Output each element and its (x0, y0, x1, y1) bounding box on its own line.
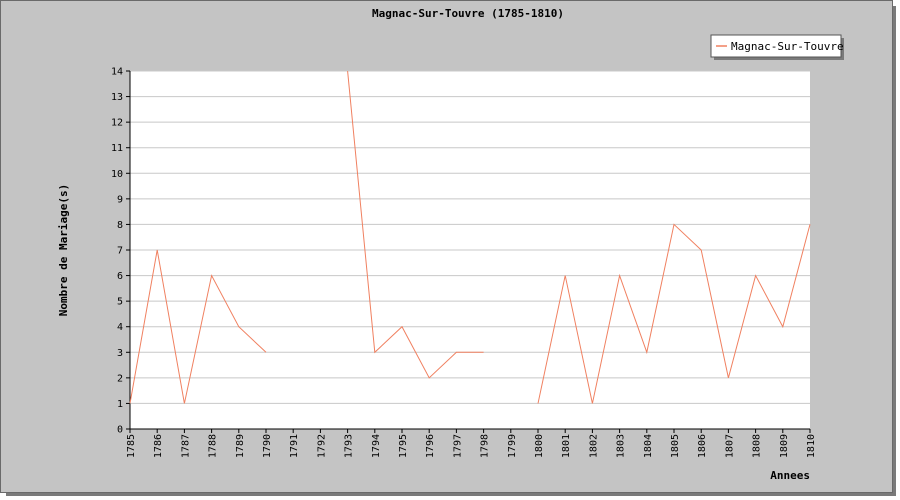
y-tick-label: 1 (117, 399, 123, 410)
y-tick-label: 9 (117, 194, 123, 205)
grid-lines (130, 70, 810, 404)
series-line (537, 223, 811, 404)
x-tick-label: 1807 (724, 434, 735, 458)
x-tick-label: 1802 (588, 434, 599, 458)
x-axis: 1785 1786 1787 1788 1789 1790 1791 1792 1793 1794… (126, 428, 817, 458)
y-tick-label: 7 (117, 246, 123, 257)
x-tick-label: 1806 (697, 434, 708, 458)
x-tick-label: 1800 (534, 434, 545, 458)
x-tick-label: 1796 (425, 434, 436, 458)
y-tick-label: 6 (117, 271, 123, 282)
x-tick-label: 1787 (180, 434, 191, 458)
y-tick-label: 4 (117, 322, 123, 333)
y-tick-label: 3 (117, 348, 123, 359)
y-tick-label: 0 (117, 425, 123, 436)
x-tick-label: 1803 (616, 434, 627, 458)
y-tick-label: 10 (111, 169, 123, 180)
x-tick-label: 1793 (344, 434, 355, 458)
legend: Magnac-Sur-Touvre (710, 34, 844, 60)
x-tick-label: 1810 (806, 434, 817, 458)
x-tick-label: 1808 (752, 434, 763, 458)
y-tick-label: 14 (111, 67, 123, 78)
x-tick-label: 1797 (452, 434, 463, 458)
y-axis-label: Nombre de Mariage(s) (57, 184, 70, 316)
legend-entry: Magnac-Sur-Touvre (731, 40, 844, 53)
x-tick-label: 1794 (371, 434, 382, 458)
series-line (347, 70, 484, 379)
x-tick-label: 1785 (126, 434, 137, 458)
x-tick-label: 1791 (289, 434, 300, 458)
series-lines (129, 70, 811, 404)
y-tick-label: 11 (111, 143, 123, 154)
x-axis-label: Annees (770, 469, 810, 482)
x-tick-label: 1788 (208, 434, 219, 458)
x-tick-label: 1795 (398, 434, 409, 458)
chart-title: Magnac-Sur-Touvre (1785-1810) (372, 7, 564, 20)
y-tick-label: 8 (117, 220, 123, 231)
x-tick-label: 1809 (779, 434, 790, 458)
y-tick-label: 12 (111, 118, 123, 129)
y-tick-label: 5 (117, 297, 123, 308)
x-tick-label: 1792 (316, 434, 327, 458)
series-line (129, 249, 267, 404)
x-tick-label: 1804 (643, 434, 654, 458)
y-tick-label: 13 (111, 92, 123, 103)
y-tick-label: 2 (117, 373, 123, 384)
x-tick-label: 1805 (670, 434, 681, 458)
x-tick-label: 1801 (561, 434, 572, 458)
x-tick-label: 1790 (262, 434, 273, 458)
x-tick-label: 1798 (480, 434, 491, 458)
x-tick-label: 1789 (235, 434, 246, 458)
x-tick-label: 1786 (153, 434, 164, 458)
x-tick-label: 1799 (507, 434, 518, 458)
